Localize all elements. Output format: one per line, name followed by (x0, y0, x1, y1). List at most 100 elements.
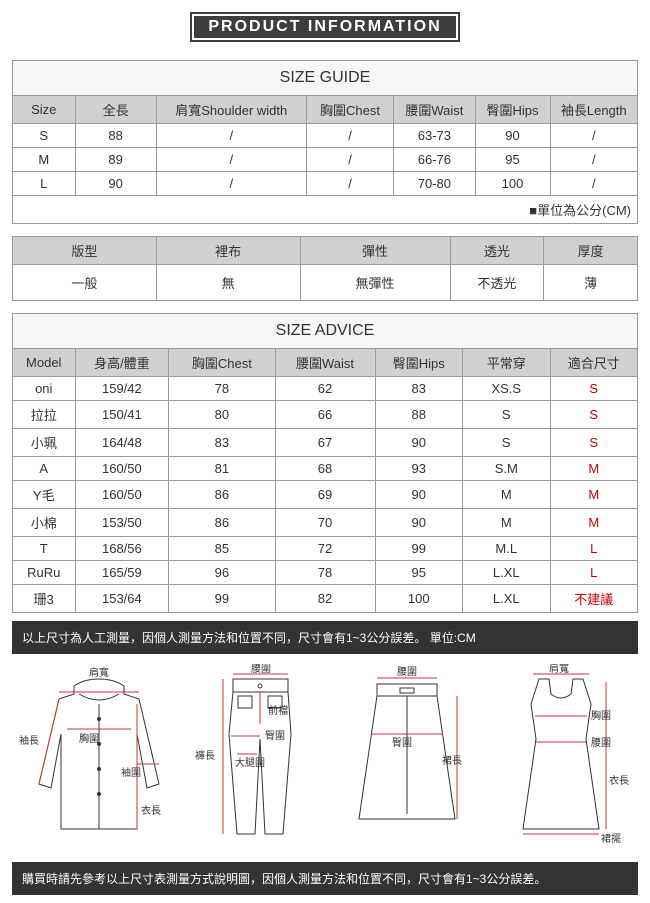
fit-cell: L (550, 561, 638, 585)
table-cell: 90 (475, 124, 550, 148)
table-cell: L.XL (463, 585, 551, 613)
table-cell: 69 (275, 481, 375, 509)
table-cell: 165/59 (75, 561, 169, 585)
sa-header: 身高/體重 (75, 349, 169, 377)
attr-header: 透光 (450, 237, 544, 265)
table-cell: 70 (275, 509, 375, 537)
table-cell: / (156, 124, 306, 148)
table-cell: 78 (275, 561, 375, 585)
table-cell: S (463, 429, 551, 457)
table-cell: 90 (75, 172, 156, 196)
sg-header: 胸圍Chest (306, 96, 394, 124)
sa-header: 胸圍Chest (169, 349, 275, 377)
size-guide-table: Size 全長 肩寬Shoulder width 胸圍Chest 腰圍Waist… (12, 95, 638, 196)
table-cell: 168/56 (75, 537, 169, 561)
table-cell: 85 (169, 537, 275, 561)
table-cell: 95 (475, 148, 550, 172)
table-cell: M (463, 481, 551, 509)
fit-cell: 不建議 (550, 585, 638, 613)
svg-text:裙擺: 裙擺 (601, 832, 621, 844)
table-row: A160/50816893S.MM (13, 457, 638, 481)
table-cell: 68 (275, 457, 375, 481)
sg-header: 腰圍Waist (394, 96, 475, 124)
attr-header: 厚度 (544, 237, 638, 265)
table-cell: S (463, 401, 551, 429)
table-cell: 88 (375, 401, 463, 429)
attributes-table: 版型 裡布 彈性 透光 厚度 一般 無 無彈性 不透光 薄 (12, 236, 638, 301)
table-cell: 80 (169, 401, 275, 429)
measurement-note-2: 購買時請先參考以上尺寸表測量方式說明圖，因個人測量方法和位置不同，尺寸會有1~3… (12, 862, 638, 895)
sa-header: 適合尺寸 (550, 349, 638, 377)
table-cell: 70-80 (394, 172, 475, 196)
table-cell: Y毛 (13, 481, 76, 509)
svg-text:前襠: 前襠 (268, 704, 288, 717)
table-cell: 100 (475, 172, 550, 196)
sg-header: 肩寬Shoulder width (156, 96, 306, 124)
measurement-note-1: 以上尺寸為人工測量，因個人測量方法和位置不同，尺寸會有1~3公分誤差。 單位:C… (12, 621, 638, 654)
table-cell: M (463, 509, 551, 537)
shirt-diagram: 肩寬 胸圍 袖長 袖圍 衣長 (19, 664, 179, 844)
fit-cell: L (550, 537, 638, 561)
svg-text:裙長: 裙長 (442, 754, 462, 767)
table-cell: 99 (169, 585, 275, 613)
svg-text:肩寬: 肩寬 (89, 666, 109, 679)
product-info-title: PRODUCT INFORMATION (190, 12, 460, 42)
attr-value: 薄 (544, 265, 638, 301)
table-row: 小棉153/50867090MM (13, 509, 638, 537)
table-cell: 67 (275, 429, 375, 457)
fit-cell: S (550, 429, 638, 457)
table-cell: 拉拉 (13, 401, 76, 429)
size-guide-heading: SIZE GUIDE (12, 60, 638, 95)
table-cell: / (550, 124, 638, 148)
table-cell: 78 (169, 377, 275, 401)
table-cell: 66-76 (394, 148, 475, 172)
size-advice-heading: SIZE ADVICE (12, 313, 638, 348)
table-cell: 小棉 (13, 509, 76, 537)
fit-cell: S (550, 401, 638, 429)
sa-header: Model (13, 349, 76, 377)
table-cell: 99 (375, 537, 463, 561)
table-cell: oni (13, 377, 76, 401)
table-cell: 82 (275, 585, 375, 613)
table-cell: / (550, 148, 638, 172)
table-cell: S (13, 124, 76, 148)
svg-text:腰圍: 腰圍 (591, 737, 611, 749)
table-row: T168/56857299M.LL (13, 537, 638, 561)
table-cell: M.L (463, 537, 551, 561)
table-row: 拉拉150/41806688SS (13, 401, 638, 429)
svg-text:胸圍: 胸圍 (591, 709, 611, 722)
table-cell: M (13, 148, 76, 172)
sg-header: 袖長Length (550, 96, 638, 124)
fit-cell: M (550, 457, 638, 481)
table-cell: 83 (169, 429, 275, 457)
table-row: Y毛160/50866990MM (13, 481, 638, 509)
svg-text:胸圍: 胸圍 (79, 732, 99, 745)
attr-value: 無 (156, 265, 300, 301)
table-cell: / (156, 148, 306, 172)
table-cell: 珊3 (13, 585, 76, 613)
svg-text:臀圍: 臀圍 (392, 737, 412, 749)
table-cell: 159/42 (75, 377, 169, 401)
svg-text:袖長: 袖長 (19, 734, 39, 747)
table-cell: 63-73 (394, 124, 475, 148)
table-cell: 86 (169, 509, 275, 537)
svg-text:衣長: 衣長 (141, 804, 161, 817)
sa-header: 平常穿 (463, 349, 551, 377)
table-cell: 95 (375, 561, 463, 585)
attr-header: 版型 (13, 237, 157, 265)
table-cell: XS.S (463, 377, 551, 401)
unit-note: ■單位為公分(CM) (12, 196, 638, 224)
sg-header: Size (13, 96, 76, 124)
table-cell: 66 (275, 401, 375, 429)
table-cell: 90 (375, 429, 463, 457)
table-cell: 100 (375, 585, 463, 613)
svg-text:腰圍: 腰圍 (397, 666, 417, 678)
table-cell: 150/41 (75, 401, 169, 429)
table-cell: 93 (375, 457, 463, 481)
table-cell: 88 (75, 124, 156, 148)
table-cell: 164/48 (75, 429, 169, 457)
table-cell: 81 (169, 457, 275, 481)
svg-text:褲長: 褲長 (195, 749, 215, 762)
table-cell: 160/50 (75, 481, 169, 509)
fit-cell: S (550, 377, 638, 401)
